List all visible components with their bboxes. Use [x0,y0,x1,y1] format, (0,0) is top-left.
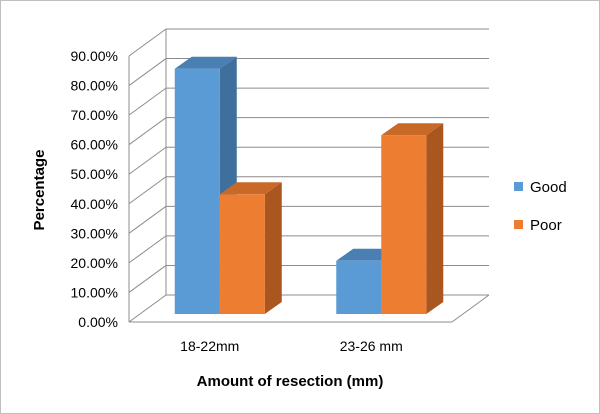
bar-side [264,182,282,314]
bar [336,260,382,314]
y-tick-label: 70.00% [71,107,118,123]
y-tick-label: 50.00% [71,166,118,182]
y-tick-label: 90.00% [71,48,118,64]
y-tick-label: 10.00% [71,284,118,300]
floor-right-edge [451,294,490,323]
legend: Good Poor [514,179,567,234]
bar [174,68,220,314]
y-tick-label: 40.00% [71,196,118,212]
bar [381,135,427,314]
legend-label: Poor [530,217,562,234]
side-wall-gridline [128,294,167,323]
side-wall-gridline [128,146,167,175]
y-tick-labels: 0.00% 10.00% 20.00% 30.00% 40.00% 50.00% 60.00… [71,48,118,330]
side-wall-gridline [128,117,167,146]
y-tick-label: 60.00% [71,137,118,153]
legend-swatch [514,220,523,229]
y-tick-label: 80.00% [71,78,118,94]
side-wall-gridline [128,265,167,293]
y-tick-label: 20.00% [71,255,118,271]
side-wall-gridline [128,58,167,86]
side-wall-gridline [128,87,167,116]
side-wall-gridline [128,176,167,205]
side-wall-gridline [128,235,167,264]
bars [174,56,444,314]
x-tick-labels: 18-22mm 23-26 mm [180,338,403,354]
x-tick-label: 18-22mm [180,338,239,354]
y-tick-label: 30.00% [71,225,118,241]
side-wall-gridline [128,28,167,57]
legend-swatch [514,182,523,191]
bar-top [174,56,237,69]
x-tick-label: 23-26 mm [340,338,403,354]
side-wall-gridline [128,205,167,234]
y-tick-label: 0.00% [78,314,118,330]
bar [219,194,265,314]
bar-top [219,182,282,195]
legend-label: Good [530,179,567,196]
bar-side [426,123,444,314]
y-axis-title: Percentage [31,150,48,231]
x-axis-title: Amount of resection (mm) [197,373,384,390]
bar-top [381,123,444,136]
